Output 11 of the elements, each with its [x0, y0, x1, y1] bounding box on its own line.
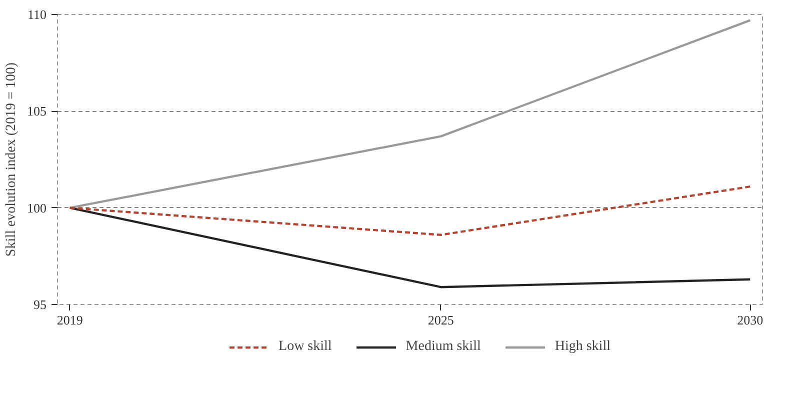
x-tick-label: 2030	[737, 312, 764, 328]
y-axis-title: Skill evolution index (2019 = 100)	[4, 62, 19, 257]
y-tick-label: 100	[27, 200, 46, 216]
x-tick-label: 2025	[428, 312, 454, 328]
legend-label: Low skill	[278, 339, 332, 355]
y-tick-label: 95	[34, 297, 46, 312]
legend-label: High skill	[554, 339, 610, 355]
legend-label: Medium skill	[406, 339, 481, 355]
y-tick-label: 110	[27, 7, 47, 22]
x-tick-label: 2019	[56, 312, 83, 328]
y-tick-label: 105	[27, 104, 46, 119]
